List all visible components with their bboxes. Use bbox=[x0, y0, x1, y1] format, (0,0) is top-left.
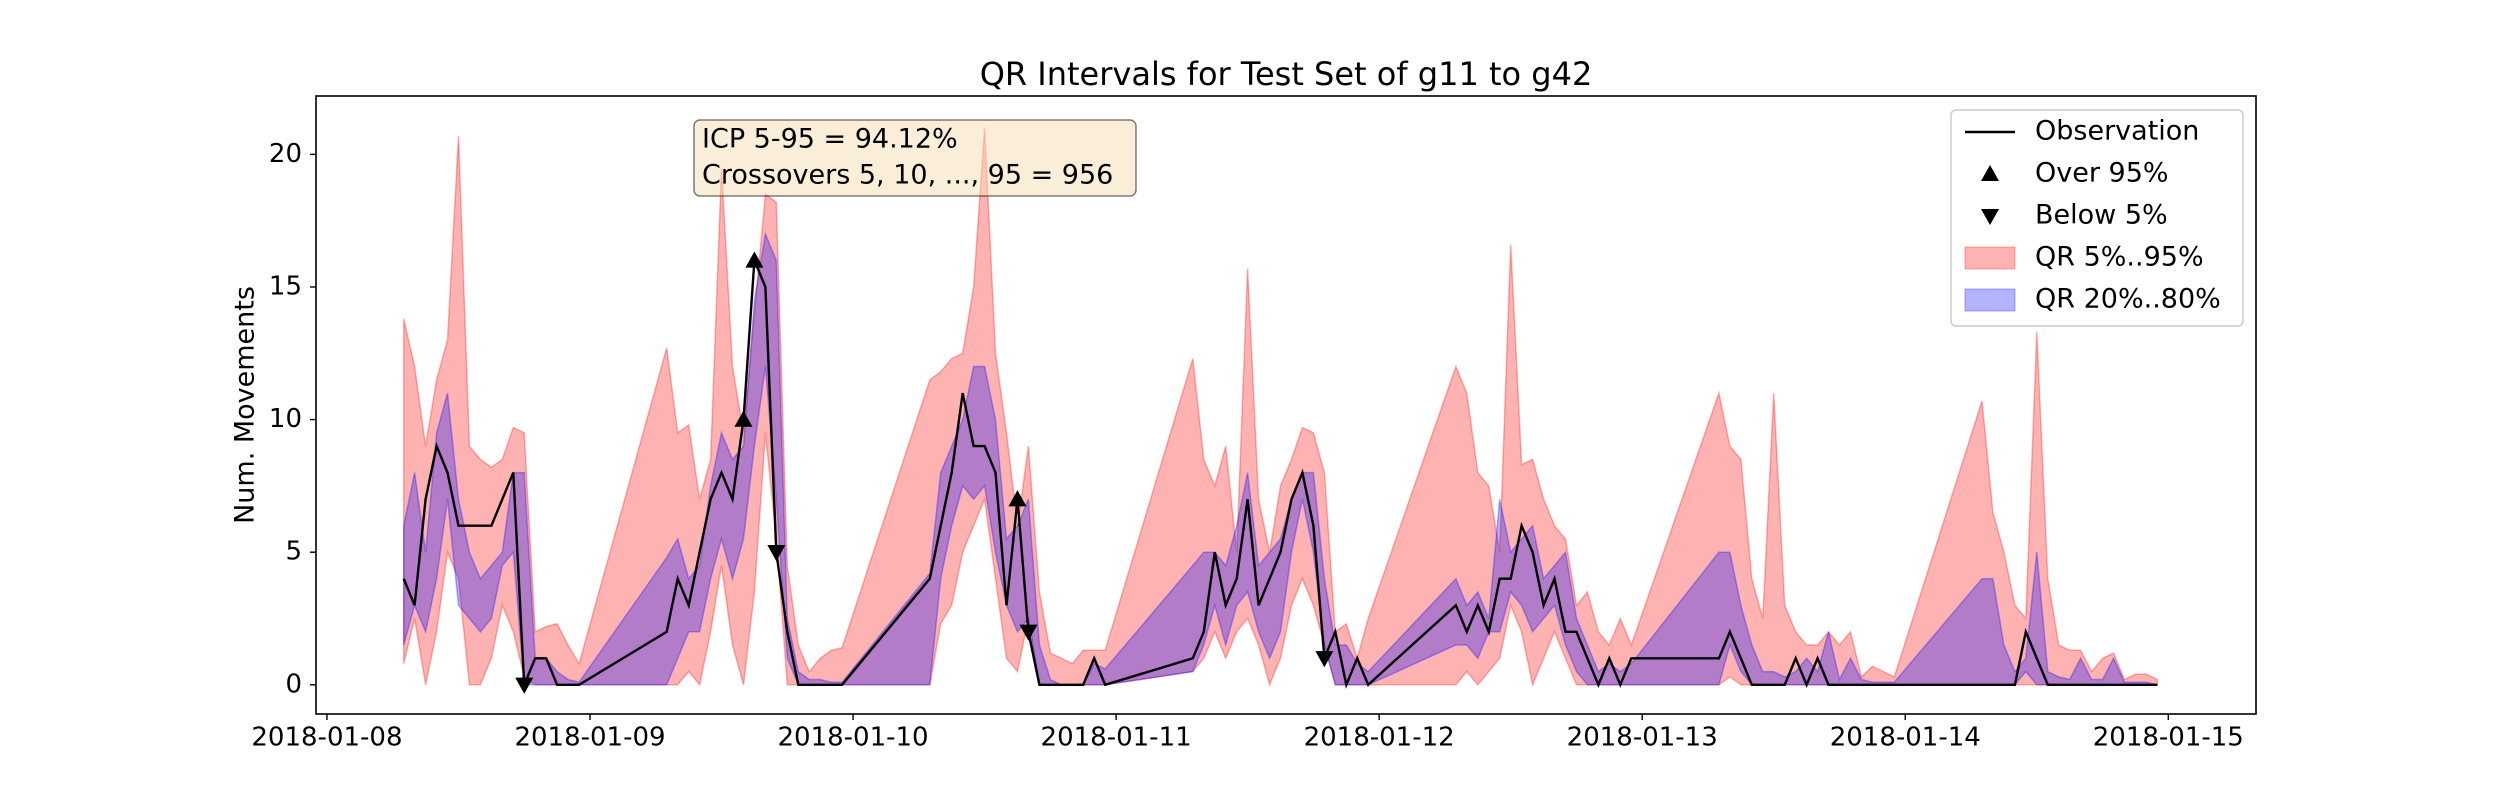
x-tick-label: 2018-01-14 bbox=[1830, 723, 1981, 753]
legend-patch bbox=[1964, 246, 2016, 270]
legend-marker bbox=[1981, 209, 1999, 225]
annotation-text: Crossovers 5, 10, ..., 95 = 956 bbox=[702, 160, 1113, 191]
legend-box bbox=[1950, 109, 2244, 327]
legend-marker bbox=[1981, 165, 1999, 181]
x-tick-label: 2018-01-11 bbox=[1041, 723, 1192, 753]
over-marker bbox=[1008, 490, 1027, 507]
legend-label: QR 20%..80% bbox=[2035, 284, 2221, 315]
legend-label: Over 95% bbox=[2035, 158, 2169, 189]
y-tick-label: 20 bbox=[269, 139, 302, 169]
below-marker bbox=[515, 677, 534, 694]
x-tick-label: 2018-01-08 bbox=[251, 723, 402, 753]
below-marker bbox=[1315, 651, 1334, 668]
legend-label: Observation bbox=[2035, 116, 2199, 147]
y-tick-label: 10 bbox=[269, 404, 302, 434]
legend-label: QR 5%..95% bbox=[2035, 242, 2204, 273]
legend-label: Below 5% bbox=[2035, 200, 2168, 231]
x-tick-label: 2018-01-15 bbox=[2093, 723, 2244, 753]
annotation-box bbox=[693, 119, 1137, 197]
x-tick-label: 2018-01-09 bbox=[514, 723, 665, 753]
y-tick-label: 15 bbox=[269, 271, 302, 301]
y-tick-label: 0 bbox=[285, 669, 302, 699]
plot-frame bbox=[315, 95, 2257, 715]
annotation-text: ICP 5-95 = 94.12% bbox=[702, 124, 958, 155]
x-tick-label: 2018-01-10 bbox=[778, 723, 929, 753]
x-tick-label: 2018-01-13 bbox=[1567, 723, 1718, 753]
x-tick-label: 2018-01-12 bbox=[1304, 723, 1455, 753]
legend-patch bbox=[1964, 288, 2016, 312]
over-marker bbox=[734, 410, 753, 427]
over-marker bbox=[745, 251, 764, 268]
below-marker bbox=[767, 545, 786, 562]
y-tick-label: 5 bbox=[285, 537, 302, 567]
observation-line bbox=[402, 259, 2158, 689]
chart-title: QR Intervals for Test Set of g11 to g42 bbox=[980, 55, 1593, 93]
below-marker bbox=[1019, 624, 1038, 641]
y-axis-label: Num. Movements bbox=[230, 286, 261, 524]
